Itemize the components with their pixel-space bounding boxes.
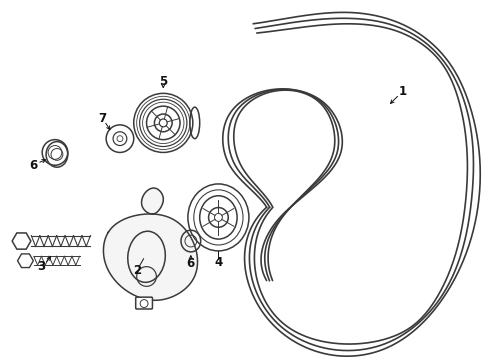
Text: 7: 7 [98, 112, 106, 125]
Text: 2: 2 [132, 264, 141, 277]
Text: 5: 5 [159, 75, 167, 88]
FancyBboxPatch shape [136, 297, 152, 309]
Polygon shape [18, 254, 33, 267]
Polygon shape [141, 188, 163, 214]
Text: 6: 6 [186, 257, 195, 270]
Text: 1: 1 [398, 85, 406, 98]
Polygon shape [103, 214, 197, 300]
Text: 6: 6 [29, 159, 38, 172]
Text: 3: 3 [37, 260, 45, 273]
Text: 4: 4 [214, 256, 222, 269]
Polygon shape [12, 233, 31, 249]
Ellipse shape [46, 141, 68, 167]
